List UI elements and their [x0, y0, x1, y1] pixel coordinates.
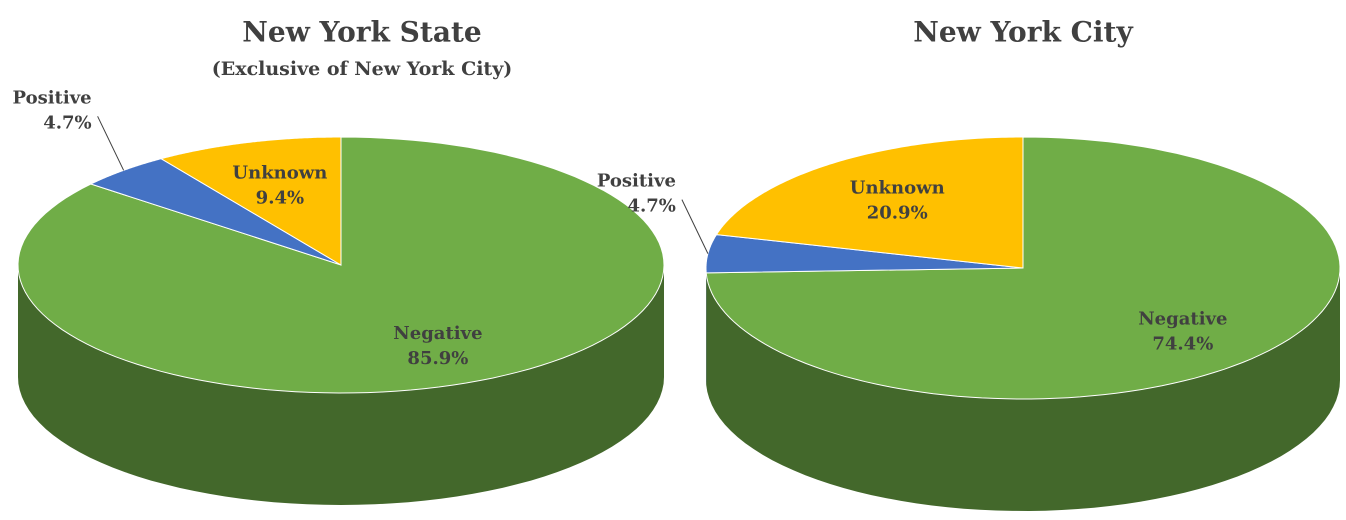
pie-slice: [715, 136, 1024, 269]
slice-label: Positive: [597, 171, 676, 192]
pie-slice-side: [18, 265, 664, 505]
slice-value-label: 4.7%: [627, 196, 675, 217]
slice-label: Unknown: [850, 178, 945, 199]
leader-line: [97, 116, 125, 171]
leader-line: [681, 199, 709, 254]
slice-value-label: 74.4%: [1152, 334, 1213, 355]
slice-label: Positive: [13, 87, 92, 108]
slice-label: Unknown: [232, 162, 327, 183]
slice-value-label: 4.7%: [43, 112, 91, 133]
slice-value-label: 20.9%: [867, 203, 928, 224]
slice-label: Negative: [1138, 309, 1227, 330]
slice-label: Negative: [393, 323, 482, 344]
slice-value-label: 85.9%: [407, 348, 468, 369]
chart-title: New York City: [913, 16, 1133, 49]
pie-slice-side: [706, 268, 1340, 511]
chart-title: New York State: [242, 16, 481, 49]
chart-subtitle: (Exclusive of New York City): [212, 58, 512, 80]
slice-value-label: 9.4%: [256, 187, 304, 208]
pie-slice: [159, 136, 342, 266]
